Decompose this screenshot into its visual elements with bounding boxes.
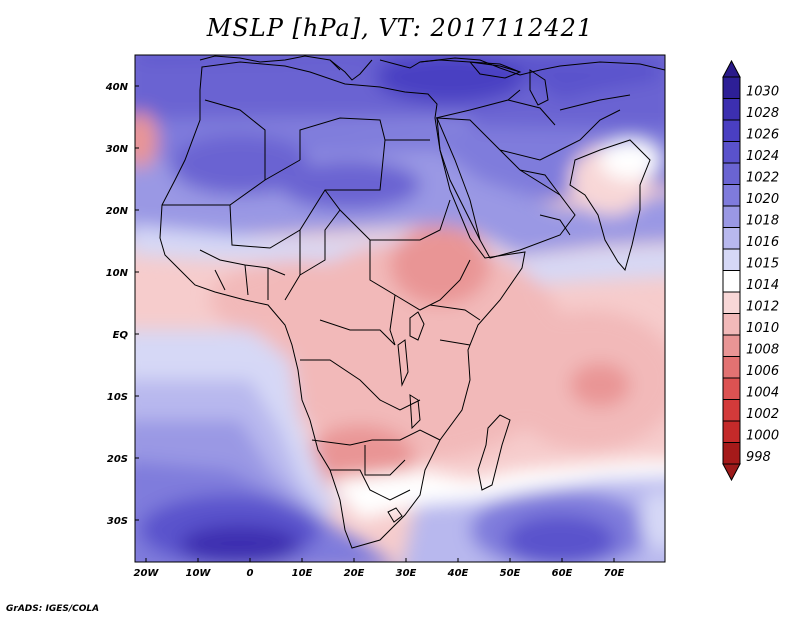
colorbar-swatch (722, 162, 741, 185)
lat-tick-label: 30S (107, 516, 128, 527)
colorbar-swatch (722, 184, 741, 207)
colorbar-label: 1004 (746, 386, 779, 401)
colorbar-label: 1030 (746, 85, 779, 100)
lon-tick-label: 70E (604, 568, 625, 579)
credit-text: GrADS: IGES/COLA (6, 604, 100, 614)
colorbar-top-arrow (722, 59, 741, 78)
lat-tick-label: 10N (106, 268, 129, 279)
colorbar-label: 1024 (746, 149, 779, 164)
colorbar-swatch (722, 205, 741, 228)
lat-tick-label: 20N (106, 206, 129, 217)
colorbar-swatch (722, 119, 741, 142)
colorbar-label: 1015 (746, 257, 779, 272)
colorbar-swatch (722, 442, 741, 465)
colorbar-swatch (722, 227, 741, 250)
lon-tick-label: 50E (500, 568, 521, 579)
colorbar-label: 1020 (746, 192, 779, 207)
colorbar-swatch (722, 291, 741, 314)
colorbar-label: 1022 (746, 171, 779, 186)
colorbar-swatch (722, 141, 741, 164)
colorbar-label: 1018 (746, 214, 779, 229)
lon-tick-label: 10E (292, 568, 313, 579)
colorbar-label: 1016 (746, 235, 779, 250)
lon-tick-label: 40E (447, 568, 469, 579)
lat-tick-label: 20S (107, 454, 128, 465)
colorbar-swatch (722, 76, 741, 99)
lon-tick-label: 20W (134, 568, 160, 579)
colorbar: 1030 1028 1026 1024 1022 1020 1018 1016 1015 1014… (722, 59, 779, 482)
colorbar-swatch (722, 399, 741, 422)
lat-tick-label: 40N (105, 82, 129, 93)
colorbar-label: 1012 (746, 300, 779, 315)
lon-tick-label: 0 (247, 568, 254, 579)
longitude-axis: 20W 10W 0 10E 20E 30E 40E 50E 60E 70E (134, 558, 625, 579)
colorbar-label: 1008 (746, 343, 779, 358)
plot-frame (134, 54, 666, 563)
colorbar-swatch (722, 313, 741, 336)
colorbar-swatch (722, 98, 741, 121)
colorbar-swatch (722, 420, 741, 443)
colorbar-label: 1028 (746, 106, 779, 121)
lon-tick-label: 10W (186, 568, 212, 579)
pressure-field (135, 55, 665, 562)
colorbar-label: 1010 (746, 321, 779, 336)
colorbar-swatch (722, 356, 741, 379)
colorbar-swatch (722, 377, 741, 400)
colorbar-label: 1000 (746, 429, 779, 444)
lat-tick-label: EQ (113, 330, 129, 341)
map-title: MSLP [hPa], VT: 2017112421 (206, 14, 594, 42)
lon-tick-label: 20E (344, 568, 365, 579)
colorbar-label: 1006 (746, 364, 779, 379)
colorbar-swatch (722, 334, 741, 357)
colorbar-label: 998 (746, 450, 771, 465)
colorbar-label: 1014 (746, 278, 779, 293)
colorbar-swatch (722, 248, 741, 271)
coastlines (159, 55, 665, 549)
lon-tick-label: 30E (396, 568, 417, 579)
colorbar-swatch (722, 270, 741, 293)
latitude-axis: 40N 30N 20N 10N EQ 10S 20S 30S (105, 82, 139, 527)
lat-tick-label: 10S (107, 392, 128, 403)
colorbar-label: 1026 (746, 128, 779, 143)
colorbar-bottom-arrow (722, 463, 741, 482)
colorbar-label: 1002 (746, 407, 779, 422)
lon-tick-label: 60E (552, 568, 573, 579)
lat-tick-label: 30N (106, 144, 129, 155)
